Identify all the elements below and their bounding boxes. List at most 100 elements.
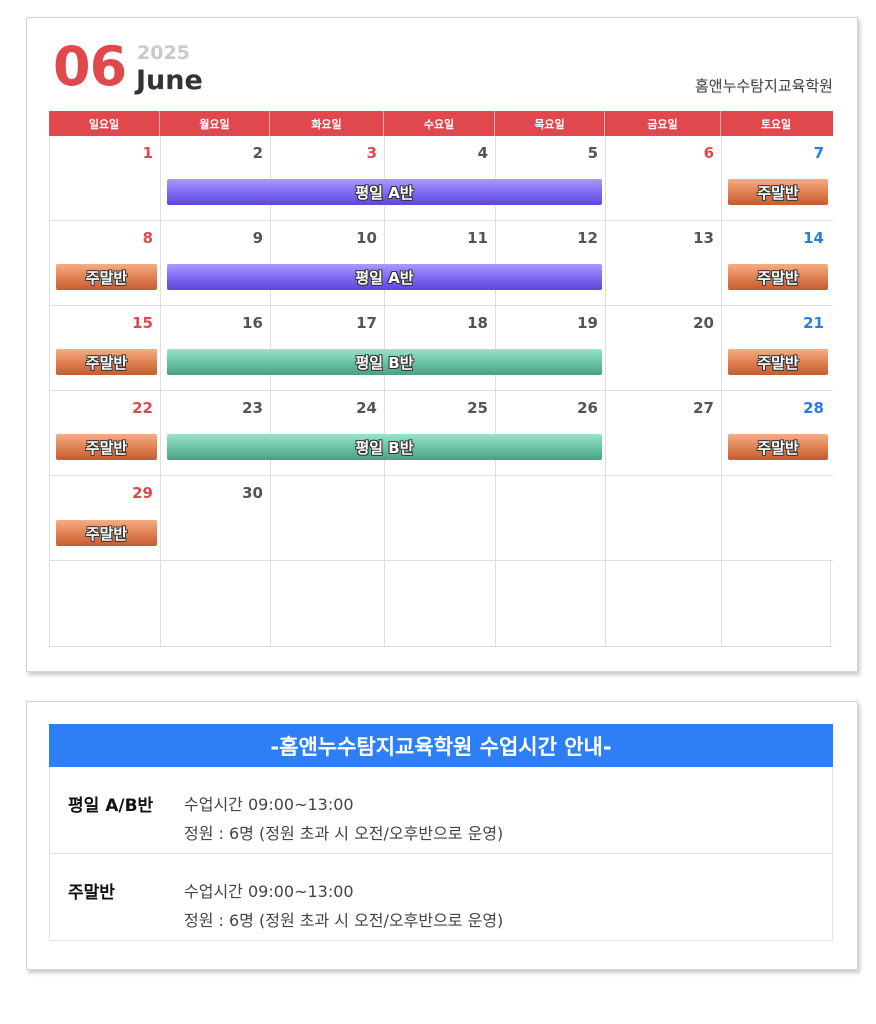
day-number: 12 <box>577 229 598 247</box>
info-title: -홈앤누수탐지교육학원 수업시간 안내- <box>49 724 833 767</box>
day-number: 28 <box>803 399 824 417</box>
calendar-day-cell[interactable]: 15 <box>49 306 160 390</box>
capacity-text: 정원 : 6명 (정원 초과 시 오전/오후반으로 운영) <box>184 824 504 843</box>
weekday-header-row: 일요일 월요일 화요일 수요일 목요일 금요일 토요일 <box>49 111 833 136</box>
info-row-label: 주말반 <box>68 883 115 903</box>
info-row-label: 평일 A/B반 <box>68 796 154 816</box>
calendar-day-cell[interactable]: 11 <box>384 221 495 305</box>
day-number: 4 <box>477 144 488 162</box>
weekend-class-bar[interactable]: 주말반 <box>56 520 157 546</box>
calendar-day-cell[interactable]: 28 <box>721 391 831 475</box>
day-number: 16 <box>242 314 263 332</box>
calendar-day-cell[interactable]: 17 <box>270 306 384 390</box>
calendar-day-cell[interactable]: 8 <box>49 221 160 305</box>
weekday-header: 화요일 <box>270 111 384 136</box>
weekday-header: 일요일 <box>49 111 160 136</box>
calendar-week-row: 15 16 17 18 19 20 21 주말반 평일 B반 주말반 <box>49 306 833 391</box>
year-label: 2025 <box>137 42 190 64</box>
weekend-class-bar[interactable]: 주말반 <box>56 349 157 375</box>
weekday-header: 수요일 <box>384 111 495 136</box>
day-number: 30 <box>242 484 263 502</box>
month-name: June <box>136 65 203 96</box>
calendar-day-cell[interactable]: 16 <box>160 306 270 390</box>
day-number: 13 <box>693 229 714 247</box>
calendar-week-row: 22 23 24 25 26 27 28 주말반 평일 B반 주말반 <box>49 391 833 476</box>
info-row-weekday: 평일 A/B반 수업시간 09:00~13:00 정원 : 6명 (정원 초과 … <box>50 767 832 854</box>
day-number: 17 <box>356 314 377 332</box>
day-number: 22 <box>132 399 153 417</box>
weekend-class-bar[interactable]: 주말반 <box>56 264 157 290</box>
day-number: 19 <box>577 314 598 332</box>
calendar-day-cell[interactable]: 22 <box>49 391 160 475</box>
weekend-class-bar[interactable]: 주말반 <box>728 264 828 290</box>
calendar-week-row: 8 9 10 11 12 13 14 주말반 평일 A반 주말반 <box>49 221 833 306</box>
weekday-a-class-bar[interactable]: 평일 A반 <box>167 264 602 290</box>
day-number: 6 <box>703 144 714 162</box>
day-number: 27 <box>693 399 714 417</box>
calendar-day-cell[interactable]: 9 <box>160 221 270 305</box>
weekday-a-class-bar[interactable]: 평일 A반 <box>167 179 602 205</box>
calendar-day-cell <box>270 561 384 646</box>
calendar-day-cell[interactable]: 5 <box>495 136 605 220</box>
calendar-grid: 일요일 월요일 화요일 수요일 목요일 금요일 토요일 1 2 3 4 5 6 7 평일 A반 주말반 8 9 1… <box>49 111 833 647</box>
weekday-b-class-bar[interactable]: 평일 B반 <box>167 349 602 375</box>
calendar-day-cell <box>384 561 495 646</box>
calendar-day-cell <box>495 476 605 560</box>
calendar-day-cell[interactable]: 2 <box>160 136 270 220</box>
weekday-header: 목요일 <box>495 111 605 136</box>
calendar-week-row: 29 30 주말반 <box>49 476 833 561</box>
calendar-day-cell[interactable]: 13 <box>605 221 721 305</box>
calendar-day-cell[interactable]: 20 <box>605 306 721 390</box>
day-number: 29 <box>132 484 153 502</box>
calendar-day-cell <box>270 476 384 560</box>
day-number: 21 <box>803 314 824 332</box>
calendar-day-cell[interactable]: 19 <box>495 306 605 390</box>
calendar-day-cell <box>605 561 721 646</box>
calendar-day-cell <box>605 476 721 560</box>
calendar-day-cell <box>721 476 831 560</box>
calendar-day-cell[interactable]: 6 <box>605 136 721 220</box>
calendar-day-cell[interactable]: 18 <box>384 306 495 390</box>
calendar-day-cell <box>721 561 831 646</box>
day-number: 20 <box>693 314 714 332</box>
weekday-b-class-bar[interactable]: 평일 B반 <box>167 434 602 460</box>
calendar-card: 06 2025 June 홈앤누수탐지교육학원 일요일 월요일 화요일 수요일 목요일 금… <box>26 17 858 672</box>
weekday-header: 월요일 <box>160 111 270 136</box>
weekend-class-bar[interactable]: 주말반 <box>728 434 828 460</box>
capacity-text: 정원 : 6명 (정원 초과 시 오전/오후반으로 운영) <box>184 911 504 930</box>
weekend-class-bar[interactable]: 주말반 <box>728 179 828 205</box>
calendar-day-cell[interactable]: 14 <box>721 221 831 305</box>
calendar-day-cell[interactable]: 23 <box>160 391 270 475</box>
calendar-day-cell[interactable]: 1 <box>49 136 160 220</box>
calendar-day-cell[interactable]: 3 <box>270 136 384 220</box>
calendar-day-cell[interactable]: 30 <box>160 476 270 560</box>
calendar-day-cell[interactable]: 25 <box>384 391 495 475</box>
day-number: 2 <box>252 144 263 162</box>
day-number: 26 <box>577 399 598 417</box>
calendar-day-cell[interactable]: 12 <box>495 221 605 305</box>
calendar-day-cell[interactable]: 4 <box>384 136 495 220</box>
calendar-day-cell[interactable]: 27 <box>605 391 721 475</box>
day-number: 15 <box>132 314 153 332</box>
weekend-class-bar[interactable]: 주말반 <box>728 349 828 375</box>
calendar-day-cell[interactable]: 24 <box>270 391 384 475</box>
class-time-text: 수업시간 09:00~13:00 <box>184 795 354 814</box>
calendar-day-cell[interactable]: 21 <box>721 306 831 390</box>
calendar-day-cell[interactable]: 29 <box>49 476 160 560</box>
day-number: 18 <box>467 314 488 332</box>
calendar-day-cell[interactable]: 10 <box>270 221 384 305</box>
calendar-day-cell[interactable]: 26 <box>495 391 605 475</box>
calendar-day-cell[interactable]: 7 <box>721 136 831 220</box>
class-time-text: 수업시간 09:00~13:00 <box>184 882 354 901</box>
weekday-header: 금요일 <box>605 111 721 136</box>
info-row-weekend: 주말반 수업시간 09:00~13:00 정원 : 6명 (정원 초과 시 오전… <box>50 854 832 941</box>
day-number: 24 <box>356 399 377 417</box>
calendar-day-cell <box>384 476 495 560</box>
calendar-week-row <box>49 561 833 647</box>
day-number: 9 <box>252 229 263 247</box>
day-number: 1 <box>142 144 153 162</box>
day-number: 25 <box>467 399 488 417</box>
weekend-class-bar[interactable]: 주말반 <box>56 434 157 460</box>
day-number: 10 <box>356 229 377 247</box>
weekday-header: 토요일 <box>760 117 792 131</box>
